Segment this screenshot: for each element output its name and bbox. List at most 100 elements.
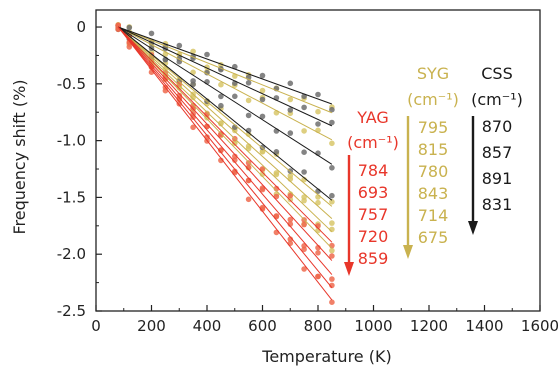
yag-mode-value: 784 <box>358 161 389 180</box>
yag-data-point <box>273 229 280 236</box>
yag-data-point <box>287 236 294 242</box>
x-tick-label: 1600 <box>521 317 559 335</box>
x-tick-label: 0 <box>91 317 101 335</box>
y-tick-label: -2.0 <box>57 245 86 263</box>
css-data-point <box>232 93 238 100</box>
css-data-point <box>259 72 266 79</box>
yag-mode-value: 757 <box>358 205 389 224</box>
yag-data-point <box>329 282 335 289</box>
syg-data-point <box>273 170 280 176</box>
css-data-point <box>273 149 280 155</box>
css-data-point <box>176 42 183 49</box>
x-axis-ticks: 0 200 400 600 800 1000 1200 1400 1600 <box>91 305 559 335</box>
yag-data-point <box>273 213 280 220</box>
group-annotations: YAG (cm⁻¹) 784 693 757 720 859 SYG (cm⁻¹) 795 815 7… <box>344 64 523 276</box>
css-data-point <box>329 119 335 126</box>
yag-data-point <box>245 196 252 203</box>
yag-data-point <box>245 160 252 166</box>
syg-data-point <box>329 140 335 147</box>
yag-arrow-head <box>344 262 354 276</box>
syg-group-unit: (cm⁻¹) <box>407 90 459 109</box>
y-tick-label: 0 <box>76 18 86 36</box>
y-axis-ticks: 0 -0.5 -1.0 -1.5 -2.0 -2.5 <box>57 18 102 320</box>
css-fit-line <box>118 26 333 105</box>
syg-fit-line <box>117 26 333 141</box>
css-data-point <box>245 112 252 119</box>
syg-data-point <box>232 140 238 146</box>
yag-data-point <box>126 44 133 50</box>
syg-fit-line <box>118 26 333 114</box>
css-fit-line <box>117 26 333 127</box>
css-group-title: CSS <box>481 64 512 83</box>
yag-data-point <box>315 250 321 256</box>
x-axis-label: Temperature (K) <box>261 347 391 366</box>
syg-arrow-head <box>403 245 413 259</box>
css-mode-value: 857 <box>482 143 513 162</box>
yag-data-point <box>176 101 183 107</box>
yag-mode-value: 693 <box>358 183 389 202</box>
x-tick-label: 600 <box>248 317 277 335</box>
yag-fit-line <box>117 26 333 275</box>
syg-mode-value: 675 <box>418 228 449 247</box>
css-data-point <box>315 121 321 127</box>
yag-fit-line <box>117 26 333 288</box>
syg-fit-line <box>117 26 333 207</box>
css-data-point <box>287 107 294 113</box>
yag-data-point <box>115 22 121 29</box>
css-mode-value: 831 <box>482 195 513 214</box>
yag-group-title: YAG <box>356 108 389 127</box>
syg-data-point <box>190 48 196 55</box>
css-fit-line <box>117 26 333 201</box>
css-data-point <box>148 30 155 37</box>
css-mode-value: 891 <box>482 169 513 188</box>
css-data-point <box>259 113 266 120</box>
css-fit-line <box>117 26 333 165</box>
y-tick-label: -0.5 <box>57 75 86 93</box>
syg-data-point <box>329 247 335 254</box>
css-data-point <box>301 169 307 175</box>
yag-data-point <box>301 221 307 228</box>
yag-data-point <box>329 299 335 306</box>
yag-data-point <box>218 157 224 164</box>
x-tick-label: 1200 <box>410 317 448 335</box>
css-data-point <box>329 165 335 171</box>
syg-fit-line <box>117 26 333 219</box>
yag-data-point <box>301 246 307 253</box>
yag-data-point <box>218 131 224 138</box>
css-data-point <box>204 51 210 58</box>
syg-data-point <box>301 128 307 134</box>
css-data-point <box>329 106 335 113</box>
css-data-point <box>218 93 224 100</box>
yag-fit-line <box>117 26 333 243</box>
css-data-point <box>190 81 196 88</box>
yag-data-point <box>176 96 183 103</box>
yag-data-point <box>162 87 169 94</box>
x-tick-label: 400 <box>193 317 222 335</box>
y-tick-label: -1.0 <box>57 132 86 150</box>
css-data-point <box>315 91 321 98</box>
yag-data-point <box>232 153 238 160</box>
syg-mode-value: 780 <box>418 162 449 181</box>
syg-group-title: SYG <box>417 64 449 83</box>
yag-data-point <box>232 168 238 175</box>
css-data-point <box>301 149 307 155</box>
fit-lines <box>117 26 333 301</box>
syg-fit-line <box>117 26 333 249</box>
css-data-point <box>126 24 133 31</box>
css-data-point <box>245 80 252 86</box>
css-data-point <box>287 130 294 136</box>
css-data-point <box>301 104 307 111</box>
yag-data-point <box>287 216 294 223</box>
css-data-point <box>287 80 294 87</box>
yag-data-point <box>259 186 266 193</box>
yag-mode-value: 859 <box>358 249 389 268</box>
css-data-point <box>218 102 224 109</box>
syg-data-point <box>301 197 307 204</box>
yag-group-unit: (cm⁻¹) <box>347 133 399 152</box>
yag-data-point <box>218 147 224 153</box>
css-mode-value: 870 <box>482 117 513 136</box>
yag-data-point <box>315 273 321 280</box>
x-tick-label: 200 <box>137 317 166 335</box>
yag-data-point <box>287 240 294 247</box>
